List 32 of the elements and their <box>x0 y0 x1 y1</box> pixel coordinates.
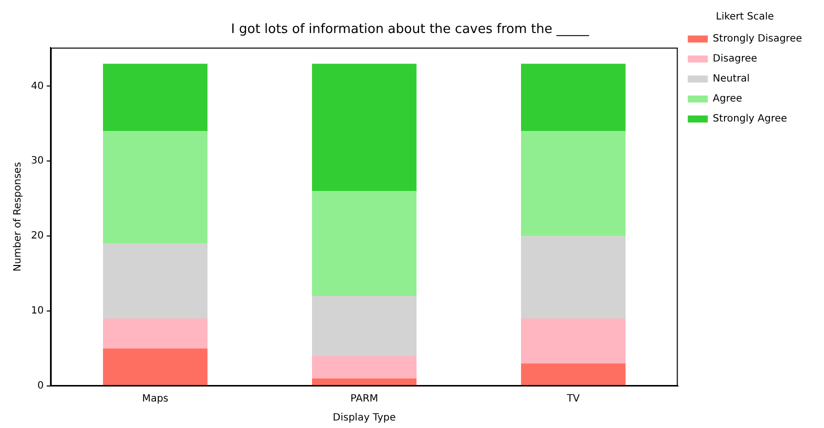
x-tick-label: Maps <box>142 394 168 405</box>
bar <box>521 131 626 236</box>
y-tick-label: 40 <box>30 80 44 92</box>
bar <box>312 64 417 192</box>
legend-label: Agree <box>712 94 742 105</box>
bar <box>312 378 417 386</box>
bar <box>102 348 208 386</box>
legend-title: Likert Scale <box>716 12 774 23</box>
bar <box>312 356 417 379</box>
bar <box>521 236 626 319</box>
bar <box>521 364 626 386</box>
bar <box>102 244 208 319</box>
bar <box>312 191 417 296</box>
legend-label: Disagree <box>712 54 758 65</box>
bar <box>102 131 208 244</box>
y-tick-label: 10 <box>30 306 44 317</box>
x-axis-title: Display Type <box>332 412 396 424</box>
legend-label: Strongly Disagree <box>712 34 802 45</box>
bar <box>312 296 417 356</box>
legend-label: Neutral <box>712 74 750 85</box>
y-tick-label: 20 <box>30 230 44 242</box>
y-tick-label: 30 <box>30 156 44 167</box>
bar <box>102 64 208 132</box>
y-axis-title: Number of Responses <box>12 162 24 272</box>
chart-title: I got lots of information about the caves from the _____ <box>231 22 590 38</box>
legend-label: Strongly Agree <box>712 114 788 125</box>
bar <box>521 318 626 364</box>
x-tick-label: TV <box>566 394 580 405</box>
bar <box>102 318 208 349</box>
y-tick-label: 0 <box>37 380 44 392</box>
x-tick-label: PARM <box>350 394 378 405</box>
bar <box>521 64 626 132</box>
